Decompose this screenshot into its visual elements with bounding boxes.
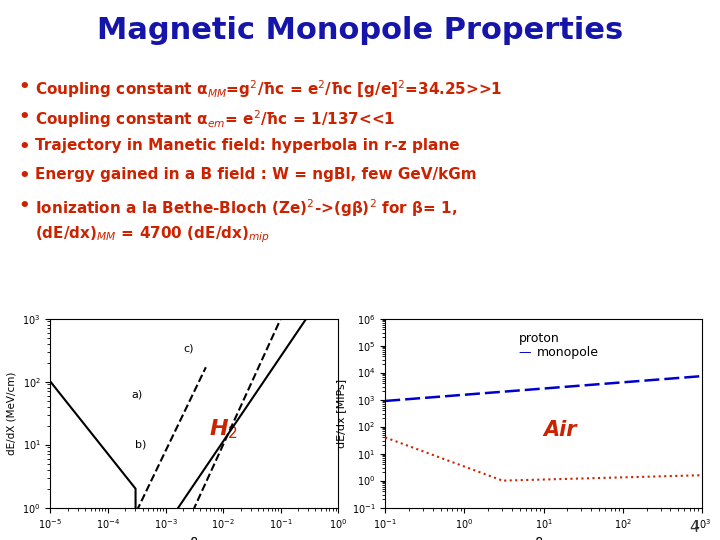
Text: •: • <box>18 78 30 96</box>
Text: Air: Air <box>544 420 577 440</box>
Text: •: • <box>18 167 30 185</box>
Text: c): c) <box>183 343 194 354</box>
Text: —: — <box>518 346 531 359</box>
Text: Coupling constant α$_{em}$= e$^2$/ħc = 1/137<<1: Coupling constant α$_{em}$= e$^2$/ħc = 1… <box>35 108 395 130</box>
X-axis label: β: β <box>190 537 199 540</box>
Text: H$_2$: H$_2$ <box>209 418 238 441</box>
X-axis label: βγ: βγ <box>535 537 552 540</box>
Text: •: • <box>18 108 30 126</box>
Text: Ionization a la Bethe-Bloch (Ze)$^2$->(gβ)$^2$ for β= 1,: Ionization a la Bethe-Bloch (Ze)$^2$->(g… <box>35 197 457 219</box>
Text: •: • <box>18 138 30 156</box>
Text: a): a) <box>131 390 142 400</box>
Y-axis label: dE/dx [MIPs]: dE/dx [MIPs] <box>336 379 346 448</box>
Text: (dE/dx)$_{MM}$ = 4700 (dE/dx)$_{mip}$: (dE/dx)$_{MM}$ = 4700 (dE/dx)$_{mip}$ <box>35 224 270 245</box>
Text: monopole: monopole <box>536 346 598 359</box>
Text: Magnetic Monopole Properties: Magnetic Monopole Properties <box>97 16 623 45</box>
Text: Trajectory in Manetic field: hyperbola in r-z plane: Trajectory in Manetic field: hyperbola i… <box>35 138 459 153</box>
Text: 4: 4 <box>689 519 698 535</box>
Y-axis label: dE/dX (MeV/cm): dE/dX (MeV/cm) <box>6 372 17 455</box>
Text: •: • <box>18 197 30 215</box>
Text: Energy gained in a B field : W = ngBl, few GeV/kGm: Energy gained in a B field : W = ngBl, f… <box>35 167 476 183</box>
Text: proton: proton <box>518 332 559 345</box>
Text: b): b) <box>135 440 147 449</box>
Text: Coupling constant α$_{MM}$=g$^2$/ħc = e$^2$/ħc [g/e]$^2$=34.25>>1: Coupling constant α$_{MM}$=g$^2$/ħc = e$… <box>35 78 502 100</box>
